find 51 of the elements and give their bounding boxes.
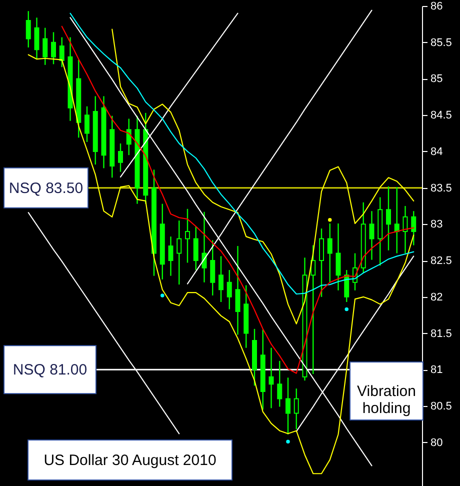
candlestick bbox=[294, 388, 299, 430]
candlestick bbox=[235, 245, 240, 336]
y-tick-label: 84 bbox=[430, 146, 443, 158]
candlestick bbox=[118, 142, 123, 172]
candlestick bbox=[176, 220, 182, 286]
candlestick bbox=[168, 236, 174, 276]
candlestick bbox=[319, 228, 324, 298]
point bbox=[160, 294, 164, 298]
y-tick-label: 82.5 bbox=[430, 255, 452, 268]
candlestick bbox=[394, 186, 400, 254]
candlestick bbox=[34, 17, 40, 60]
candlestick bbox=[226, 269, 232, 310]
y-tick-label: 85 bbox=[430, 73, 443, 86]
candlestick bbox=[218, 256, 224, 303]
candlestick bbox=[344, 269, 350, 303]
point bbox=[328, 218, 332, 222]
candlestick bbox=[402, 205, 408, 254]
candlestick bbox=[59, 36, 64, 68]
y-tick-label: 85.5 bbox=[430, 36, 452, 49]
candlestick bbox=[126, 118, 132, 156]
y-tick-label: 84.5 bbox=[430, 110, 452, 122]
annotation: Vibration holding bbox=[357, 383, 416, 417]
candlestick bbox=[193, 226, 198, 271]
y-tick-label: 83 bbox=[430, 218, 443, 231]
candlestick bbox=[185, 208, 190, 264]
candlestick bbox=[51, 32, 56, 65]
point bbox=[344, 307, 348, 312]
candlestick bbox=[210, 240, 216, 296]
ref-line-label: NSQ 83.50 bbox=[8, 180, 84, 197]
text: US Dollar 30 August 2010 bbox=[44, 452, 216, 469]
line-series bbox=[112, 28, 414, 324]
candlestick bbox=[42, 27, 48, 66]
candlestick bbox=[84, 106, 90, 143]
candlestick bbox=[277, 360, 282, 408]
y-tick-label: 83.5 bbox=[430, 182, 452, 194]
candlestick bbox=[411, 210, 416, 246]
candlestick bbox=[327, 222, 332, 283]
y-tick-label: 81 bbox=[430, 364, 443, 376]
ref-line-label: NSQ 81.00 bbox=[12, 362, 88, 379]
y-tick-label: 82 bbox=[430, 291, 443, 304]
candlestick bbox=[286, 377, 290, 435]
candlestick bbox=[26, 10, 31, 48]
y-tick-label: 81.5 bbox=[430, 328, 452, 340]
y-tick-label: 80.5 bbox=[430, 400, 452, 412]
point bbox=[286, 440, 290, 444]
candlestick bbox=[369, 210, 374, 260]
y-tick-label: 80 bbox=[430, 436, 443, 449]
candlestick bbox=[386, 186, 391, 251]
y-tick-label: 86 bbox=[430, 0, 443, 12]
candlestick bbox=[268, 347, 274, 409]
candlestick bbox=[336, 222, 341, 291]
